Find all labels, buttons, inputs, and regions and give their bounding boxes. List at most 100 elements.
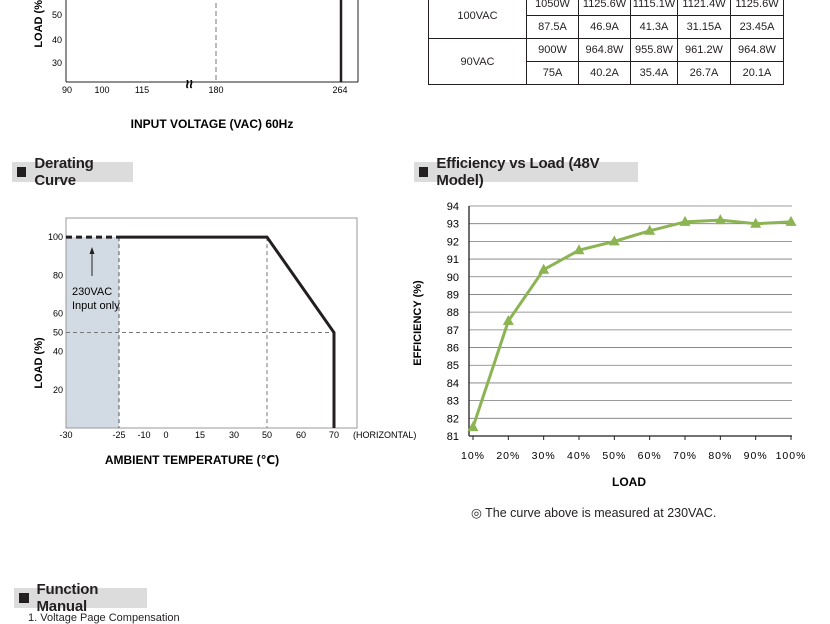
efficiency-y-tick: 90 (447, 272, 459, 284)
annotation-arrowhead (89, 247, 95, 254)
axis-break-symbol: ≈ (180, 80, 197, 89)
efficiency-y-tick: 92 (447, 236, 459, 248)
efficiency-data-point (538, 263, 550, 274)
derating-chart: 100 80 60 50 40 20 -30 -25 -10 0 15 30 50 60 70 230VA… (33, 217, 416, 467)
spec-watts-cell: 900W (526, 38, 579, 62)
spec-amps-cell: 46.9A (578, 15, 631, 39)
efficiency-x-tick: 20% (496, 450, 520, 462)
spec-amps-cell: 87.5A (526, 15, 579, 39)
derating-x-tick: -30 (59, 430, 72, 440)
derating-y-tick: 80 (53, 270, 63, 280)
efficiency-x-tick: 60% (638, 450, 662, 462)
efficiency-data-point (608, 235, 620, 246)
efficiency-data-point (679, 215, 691, 226)
spec-watts-cell: 961.2W (677, 38, 731, 62)
efficiency-y-axis-label: EFFICIENCY (%) (412, 280, 424, 366)
efficiency-y-tick: 93 (447, 219, 459, 231)
efficiency-y-tick: 84 (447, 378, 459, 390)
derating-y-tick: 20 (53, 385, 63, 395)
spec-input-voltage: 90VAC (428, 38, 527, 85)
spec-amps-cell: 26.7A (677, 61, 731, 85)
derating-curve-line (119, 235, 336, 428)
efficiency-title: Efficiency vs Load (48V Model) (414, 155, 638, 189)
top-chart: 50 40 30 LOAD (%) 90 100 115 180 264 ≈ I… (33, 0, 359, 131)
efficiency-y-tick: 89 (447, 289, 459, 301)
efficiency-x-tick: 50% (602, 450, 626, 462)
top-x-tick: 264 (332, 85, 347, 95)
derating-y-axis-label: LOAD (%) (33, 337, 45, 389)
top-y-tick: 30 (52, 58, 62, 68)
spec-watts-cell: 1121.4W (677, 0, 731, 16)
title-square-icon (19, 593, 29, 603)
spec-amps-cell: 75A (526, 61, 579, 85)
efficiency-x-tick: 90% (744, 450, 768, 462)
spec-watts-cell: 1125.6W (578, 0, 631, 16)
top-x-axis-label: INPUT VOLTAGE (VAC) 60Hz (131, 117, 294, 131)
output-spec-table: 100VAC 1050W 1125.6W 1115.1W 1121.4W 1125.6W 8… (428, 0, 784, 85)
efficiency-data-point (785, 215, 797, 226)
spec-watts-cell: 964.8W (730, 38, 784, 62)
efficiency-y-tick: 94 (447, 201, 459, 213)
efficiency-x-axis-label: LOAD (612, 475, 646, 489)
efficiency-data-point (714, 214, 726, 225)
spec-amps-cell: 41.3A (630, 15, 678, 39)
derating-curve-title: Derating Curve (12, 155, 133, 189)
spec-row: 100VAC 1050W 1125.6W 1115.1W 1121.4W 1125.6W (428, 0, 784, 39)
efficiency-x-tick: 70% (673, 450, 697, 462)
annotation-input-only: Input only (72, 300, 120, 312)
efficiency-data-point (502, 315, 514, 325)
function-manual-first-item: 1. Voltage Page Compensation (28, 612, 180, 624)
derating-curve-title-text: Derating Curve (34, 155, 94, 189)
spec-row: 87.5A 46.9A 41.3A 31.15A 23.45A (429, 15, 784, 39)
spec-watts-cell: 964.8W (578, 38, 631, 62)
spec-amps-cell: 31.15A (677, 15, 731, 39)
top-x-tick: 115 (135, 85, 149, 95)
function-manual-title-text: Function Manual (36, 581, 99, 615)
spec-amps-cell: 23.45A (730, 15, 784, 39)
efficiency-y-tick: 85 (447, 360, 459, 372)
top-x-tick: 180 (208, 85, 223, 95)
efficiency-data-point (644, 224, 656, 235)
derating-y-tick: 60 (53, 308, 63, 318)
function-manual-title: Function Manual (14, 581, 147, 615)
efficiency-data-point (750, 217, 762, 228)
spec-row: 75A 40.2A 35.4A 26.7A 20.1A (429, 61, 784, 85)
efficiency-series-line (471, 218, 792, 428)
spec-input-voltage: 100VAC (428, 0, 527, 39)
annotation-230vac: 230VAC (72, 286, 112, 298)
spec-watts-cell: 1115.1W (630, 0, 678, 16)
derating-x-tick: 70 (329, 430, 339, 440)
efficiency-y-tick: 82 (447, 413, 459, 425)
derating-x-tick: 0 (163, 430, 168, 440)
efficiency-y-tick: 91 (447, 254, 459, 266)
spec-watts-cell: 1050W (526, 0, 579, 16)
derating-y-tick: 50 (53, 328, 63, 338)
efficiency-y-tick: 87 (447, 325, 459, 337)
efficiency-note: ◎ The curve above is measured at 230VAC. (471, 506, 717, 520)
derating-x-tick: 30 (229, 430, 239, 440)
efficiency-y-tick: 81 (447, 431, 459, 443)
derating-x-tick: 50 (262, 430, 272, 440)
spec-row: 90VAC 900W 964.8W 955.8W 961.2W 964.8W (428, 38, 784, 85)
derating-x-axis-label: AMBIENT TEMPERATURE (℃) (105, 453, 279, 467)
efficiency-data-point (573, 244, 585, 255)
title-square-icon (419, 167, 429, 177)
spec-amps-cell: 40.2A (578, 61, 631, 85)
derating-y-tick: 40 (53, 347, 63, 357)
spec-amps-cell: 35.4A (630, 61, 678, 85)
efficiency-x-tick: 80% (708, 450, 732, 462)
spec-amps-cell: 20.1A (730, 61, 784, 85)
derating-x-tick: -25 (112, 430, 125, 440)
derating-x-tick: 60 (296, 430, 306, 440)
efficiency-x-tick: 30% (532, 450, 556, 462)
efficiency-chart: 94 93 92 91 90 89 88 87 86 85 84 83 82 81 10% 20% 30% 40… (412, 201, 807, 489)
spec-watts-cell: 955.8W (630, 38, 678, 62)
spec-watts-cell: 1125.6W (730, 0, 784, 16)
derating-plot-frame (65, 217, 358, 429)
efficiency-x-tick: 100% (776, 450, 807, 462)
efficiency-x-tick: 40% (567, 450, 591, 462)
top-y-tick: 40 (52, 35, 62, 45)
top-x-tick: 90 (62, 85, 72, 95)
efficiency-title-text: Efficiency vs Load (48V Model) (436, 155, 600, 189)
top-y-tick: 50 (52, 10, 62, 20)
